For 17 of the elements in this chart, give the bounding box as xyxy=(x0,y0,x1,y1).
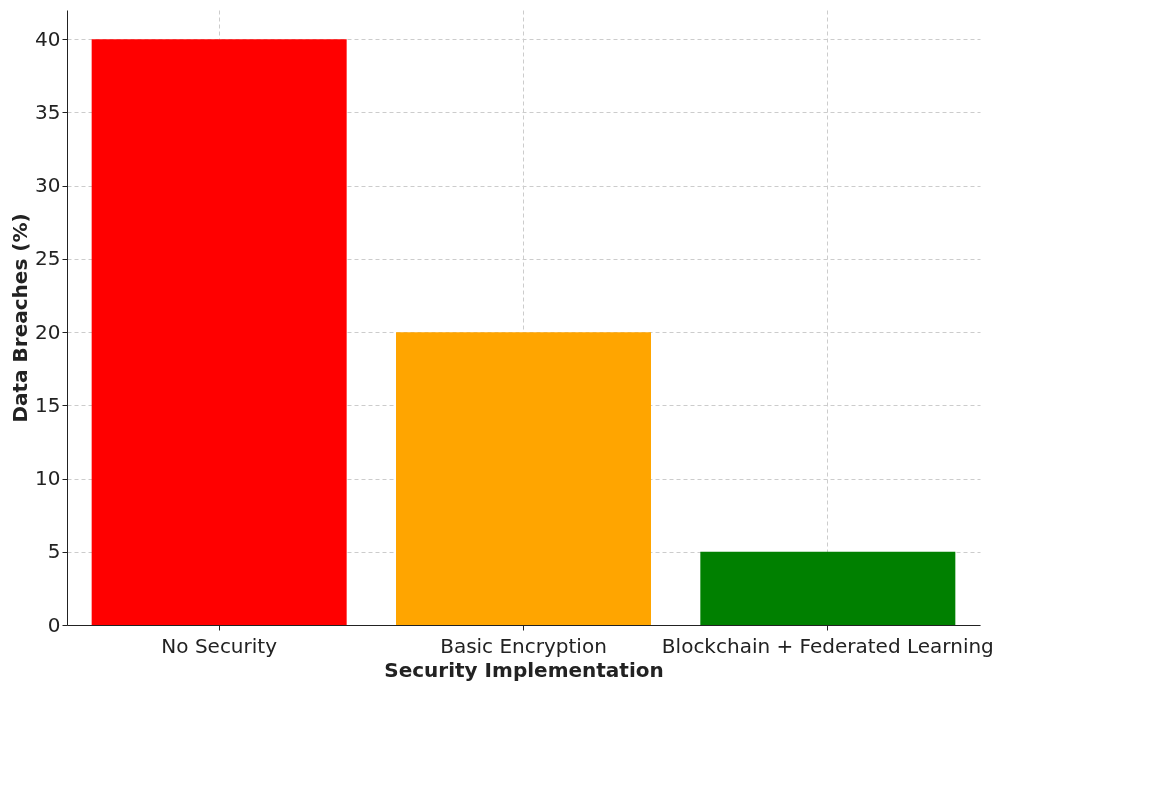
y-tick-label: 5 xyxy=(47,539,61,564)
y-tick-label: 15 xyxy=(35,392,61,417)
y-tick-label: 30 xyxy=(35,173,61,198)
bar xyxy=(700,551,956,625)
y-tick-label: 35 xyxy=(35,100,61,124)
x-tick-label: No Security xyxy=(161,633,278,658)
x-tick-label: Blockchain + Federated Learning xyxy=(661,633,994,658)
y-axis-title: Data Breaches (%) xyxy=(8,213,33,423)
x-tick-label: Basic Encryption xyxy=(440,633,607,658)
y-tick-label: 20 xyxy=(35,319,61,344)
y-tick-label: 40 xyxy=(35,26,61,51)
y-tick-label: 0 xyxy=(47,612,61,637)
bar xyxy=(396,332,651,625)
y-tick-label: 25 xyxy=(35,246,61,271)
bar xyxy=(91,39,347,625)
x-axis-title: Security Implementation xyxy=(384,657,664,682)
y-tick-label: 10 xyxy=(35,466,61,491)
